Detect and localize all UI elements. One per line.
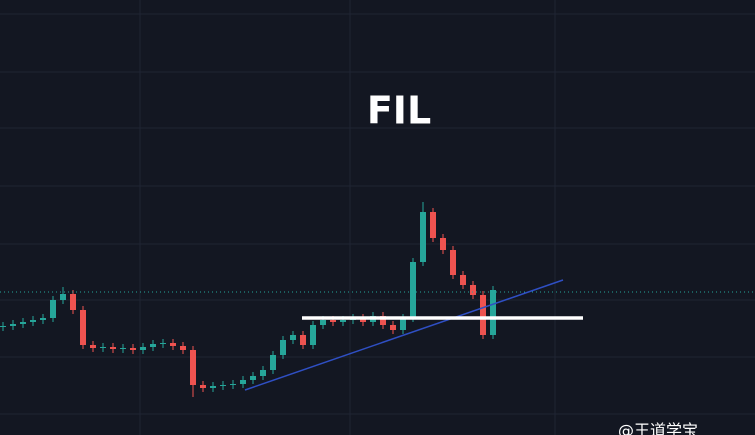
candle-body [120,348,126,349]
candle-body [440,238,446,250]
candle-body [180,346,186,350]
candle-body [420,212,426,262]
candle-body [30,320,36,322]
candle-body [330,320,336,322]
candle-body [300,335,306,345]
candle-body [150,344,156,347]
candle-body [410,262,416,318]
candle-body [60,294,66,300]
candle-body [310,325,316,345]
candle-body [0,326,6,327]
candle-body [260,370,266,376]
candle-body [190,350,196,385]
candle-body [40,318,46,320]
watermark: @王道学宝 [618,421,698,435]
candle-body [110,347,116,349]
candle-body [100,347,106,348]
candle-body [130,348,136,350]
candle-body [280,340,286,355]
candles [0,202,496,397]
candle-body [200,385,206,388]
candle-body [480,295,486,335]
candle-body [490,290,496,335]
chart-title: FIL [367,89,431,133]
candle-body [80,310,86,345]
candle-body [390,325,396,330]
candle-body [320,320,326,325]
candle-body [210,386,216,388]
candle-body [10,324,16,326]
candle-body [70,294,76,310]
candle-body [240,380,246,384]
candle-body [400,318,406,330]
candle-body [220,385,226,386]
candle-body [460,275,466,285]
candle-body [50,300,56,318]
candle-body [470,285,476,295]
candle-body [340,320,346,322]
trend-line [244,279,564,391]
candle-body [450,250,456,275]
candle-body [270,355,276,370]
candle-body [360,318,366,322]
candle-body [90,345,96,348]
candle-body [230,384,236,385]
candle-body [160,343,166,344]
candle-body [20,322,26,324]
candle-body [170,343,176,346]
candle-body [380,316,386,325]
candle-body [430,212,436,238]
candle-body [290,335,296,340]
candle-body [140,347,146,350]
candle-body [250,376,256,380]
